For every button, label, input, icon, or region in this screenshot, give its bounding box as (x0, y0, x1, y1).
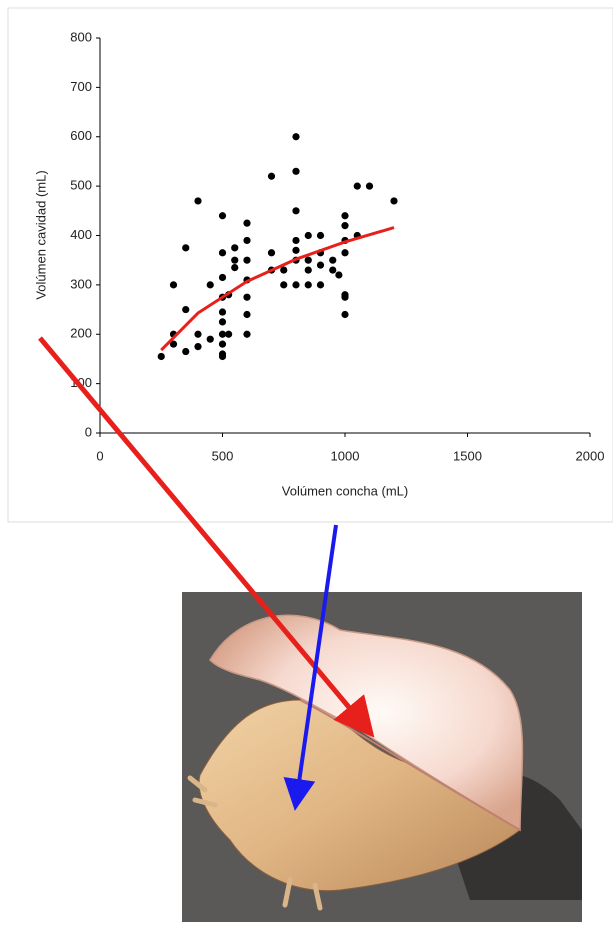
point (292, 247, 299, 254)
point (341, 294, 348, 301)
point (268, 249, 275, 256)
x-tick-label: 0 (96, 448, 103, 463)
point (243, 257, 250, 264)
point (219, 212, 226, 219)
point (280, 281, 287, 288)
point (341, 212, 348, 219)
point (317, 262, 324, 269)
photo (182, 592, 582, 922)
point (305, 266, 312, 273)
point (182, 244, 189, 251)
point (243, 237, 250, 244)
point (329, 257, 336, 264)
point (231, 257, 238, 264)
x-axis-title: Volúmen concha (mL) (282, 483, 408, 498)
point (158, 353, 165, 360)
y-tick-label: 600 (70, 128, 92, 143)
point (225, 331, 232, 338)
chart-frame (8, 8, 613, 522)
point (292, 207, 299, 214)
point (390, 197, 397, 204)
point (341, 222, 348, 229)
point (341, 311, 348, 318)
point (219, 341, 226, 348)
y-tick-label: 700 (70, 79, 92, 94)
point (292, 168, 299, 175)
y-tick-label: 200 (70, 326, 92, 341)
point (231, 244, 238, 251)
point (219, 249, 226, 256)
point (305, 257, 312, 264)
y-tick-label: 400 (70, 227, 92, 242)
point (317, 281, 324, 288)
point (243, 220, 250, 227)
point (194, 331, 201, 338)
point (292, 237, 299, 244)
point (335, 271, 342, 278)
point (182, 348, 189, 355)
point (243, 294, 250, 301)
point (341, 249, 348, 256)
x-tick-label: 500 (212, 448, 234, 463)
point (219, 274, 226, 281)
point (182, 306, 189, 313)
point (354, 183, 361, 190)
point (305, 281, 312, 288)
point (219, 353, 226, 360)
y-tick-label: 0 (85, 424, 92, 439)
point (243, 331, 250, 338)
x-tick-label: 1500 (453, 448, 482, 463)
point (207, 336, 214, 343)
point (170, 281, 177, 288)
point (207, 281, 214, 288)
point (329, 266, 336, 273)
point (268, 173, 275, 180)
point (194, 197, 201, 204)
y-tick-label: 300 (70, 276, 92, 291)
point (219, 308, 226, 315)
point (194, 343, 201, 350)
y-tick-label: 500 (70, 178, 92, 193)
y-tick-label: 800 (70, 29, 92, 44)
y-axis-title: Volúmen cavidad (mL) (33, 170, 48, 299)
x-tick-label: 1000 (331, 448, 360, 463)
page: Volúmen concha (mL) Volúmen cavidad (mL)… (0, 0, 613, 922)
point (219, 331, 226, 338)
point (219, 318, 226, 325)
point (292, 133, 299, 140)
point (305, 232, 312, 239)
point (366, 183, 373, 190)
point (317, 232, 324, 239)
x-tick-label: 2000 (576, 448, 605, 463)
point (231, 264, 238, 271)
point (243, 311, 250, 318)
point (292, 281, 299, 288)
